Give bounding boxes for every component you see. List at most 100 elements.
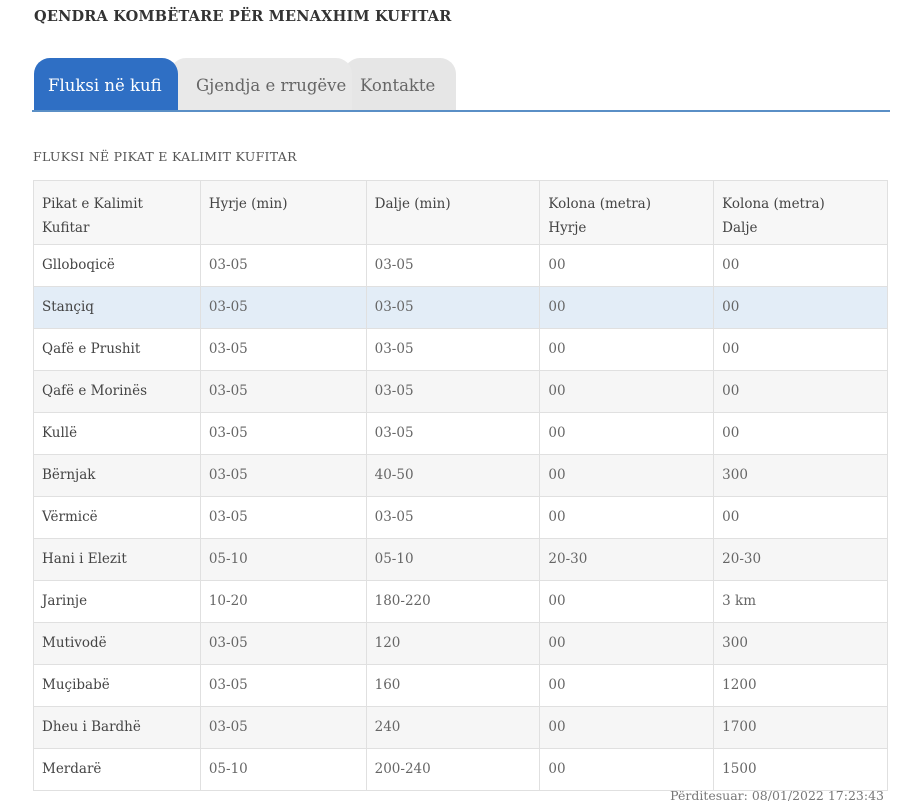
cell-crossing-point: Qafë e Prushit [33,328,201,371]
table-row: Bërnjak 03-05 40-50 00 300 [33,454,888,497]
table-header-row: Pikat e Kalimit Kufitar Hyrje (min) Dalje (… [33,180,888,245]
cell-queue-entry: 00 [539,328,715,371]
cell-entry-min: 03-05 [199,664,367,707]
cell-queue-entry: 00 [539,706,715,749]
table-row: Jarinje 10-20 180-220 00 3 km [33,580,888,623]
cell-queue-exit: 1200 [713,664,888,707]
cell-queue-entry: 00 [539,454,715,497]
cell-entry-min: 03-05 [199,496,367,539]
column-header-line1: Kolona (metra) [548,196,651,212]
cell-entry-min: 03-05 [199,244,367,287]
cell-crossing-point: Hani i Elezit [33,538,201,581]
section-title: FLUKSI NË PIKAT E KALIMIT KUFITAR [33,149,297,164]
cell-queue-exit: 300 [713,622,888,665]
column-header-hyrje: Hyrje (min) [199,180,367,245]
cell-exit-min: 40-50 [365,454,541,497]
cell-entry-min: 03-05 [199,328,367,371]
cell-crossing-point: Bërnjak [33,454,201,497]
cell-crossing-point: Vërmicë [33,496,201,539]
cell-queue-entry: 00 [539,244,715,287]
cell-queue-exit: 20-30 [713,538,888,581]
tab-fluksi-ne-kufi[interactable]: Fluksi në kufi [34,58,178,110]
cell-crossing-point: Merdarë [33,748,201,791]
column-header-line1: Kolona (metra) [722,196,825,212]
column-header-line1: Pikat e Kalimit [42,196,143,212]
cell-crossing-point: Dheu i Bardhë [33,706,201,749]
cell-exit-min: 240 [365,706,541,749]
cell-queue-exit: 00 [713,496,888,539]
cell-queue-entry: 00 [539,286,715,329]
cell-queue-entry: 00 [539,370,715,413]
table-row: Gllobоqicë 03-05 03-05 00 00 [33,244,888,287]
cell-exit-min: 03-05 [365,370,541,413]
cell-exit-min: 200-240 [365,748,541,791]
table-row: Vërmicë 03-05 03-05 00 00 [33,496,888,539]
column-header-line1: Dalje (min) [374,196,451,212]
cell-crossing-point: Kullë [33,412,201,455]
cell-entry-min: 03-05 [199,454,367,497]
page-title: QENDRA KOMBËTARE PËR MENAXHIM KUFITAR [34,8,452,25]
cell-crossing-point: Qafë e Morinës [33,370,201,413]
table-row: Qafë e Morinës 03-05 03-05 00 00 [33,370,888,413]
table-row: Mutivodë 03-05 120 00 300 [33,622,888,665]
cell-entry-min: 03-05 [199,706,367,749]
cell-queue-entry: 00 [539,412,715,455]
cell-queue-exit: 00 [713,286,888,329]
cell-queue-exit: 3 km [713,580,888,623]
column-header-kolona-hyrje: Kolona (metra) Hyrje [539,180,715,245]
border-flux-table: Pikat e Kalimit Kufitar Hyrje (min) Dalje (… [33,180,888,791]
cell-crossing-point: Jarinje [33,580,201,623]
column-header-pikat: Pikat e Kalimit Kufitar [33,180,201,245]
cell-queue-exit: 00 [713,412,888,455]
table-row: Dheu i Bardhë 03-05 240 00 1700 [33,706,888,749]
cell-exit-min: 120 [365,622,541,665]
cell-exit-min: 03-05 [365,244,541,287]
table-row: Hani i Elezit 05-10 05-10 20-30 20-30 [33,538,888,581]
cell-entry-min: 05-10 [199,748,367,791]
tab-gjendja-e-rrugeve[interactable]: Gjendja e rrugëve [170,58,352,110]
cell-queue-entry: 00 [539,622,715,665]
cell-queue-exit: 300 [713,454,888,497]
cell-entry-min: 05-10 [199,538,367,581]
cell-queue-exit: 00 [713,370,888,413]
cell-exit-min: 180-220 [365,580,541,623]
cell-crossing-point: Mutivodë [33,622,201,665]
cell-crossing-point: Stançiq [33,286,201,329]
last-updated-text: Përditesuar: 08/01/2022 17:23:43 [670,788,884,803]
cell-queue-exit: 00 [713,328,888,371]
table-row: Qafë e Prushit 03-05 03-05 00 00 [33,328,888,371]
cell-exit-min: 03-05 [365,328,541,371]
cell-exit-min: 05-10 [365,538,541,581]
cell-queue-exit: 1500 [713,748,888,791]
cell-entry-min: 03-05 [199,286,367,329]
cell-queue-entry: 00 [539,496,715,539]
cell-queue-exit: 1700 [713,706,888,749]
table-row: Merdarë 05-10 200-240 00 1500 [33,748,888,791]
cell-exit-min: 160 [365,664,541,707]
cell-queue-entry: 20-30 [539,538,715,581]
column-header-line1: Hyrje (min) [208,196,288,212]
table-row: Kullë 03-05 03-05 00 00 [33,412,888,455]
table-row: Muçibabë 03-05 160 00 1200 [33,664,888,707]
cell-queue-entry: 00 [539,664,715,707]
column-header-kolona-dalje: Kolona (metra) Dalje [713,180,888,245]
cell-queue-entry: 00 [539,580,715,623]
cell-crossing-point: Muçibabë [33,664,201,707]
cell-exit-min: 03-05 [365,496,541,539]
tab-kontakte[interactable]: Kontakte [344,58,456,110]
column-header-line2: Dalje [722,220,758,236]
column-header-line2: Hyrje [548,220,587,236]
cell-queue-entry: 00 [539,748,715,791]
cell-entry-min: 03-05 [199,622,367,665]
cell-exit-min: 03-05 [365,412,541,455]
cell-queue-exit: 00 [713,244,888,287]
table-body: Gllobоqicë 03-05 03-05 00 00 Stançiq 03-05 03-0… [33,244,888,791]
cell-exit-min: 03-05 [365,286,541,329]
cell-entry-min: 03-05 [199,412,367,455]
cell-entry-min: 10-20 [199,580,367,623]
column-header-line2: Kufitar [42,220,90,236]
cell-entry-min: 03-05 [199,370,367,413]
column-header-dalje: Dalje (min) [365,180,541,245]
tab-bar: Fluksi në kufi Gjendja e rrugëve Kontakt… [32,58,890,112]
cell-crossing-point: Gllobоqicë [33,244,201,287]
